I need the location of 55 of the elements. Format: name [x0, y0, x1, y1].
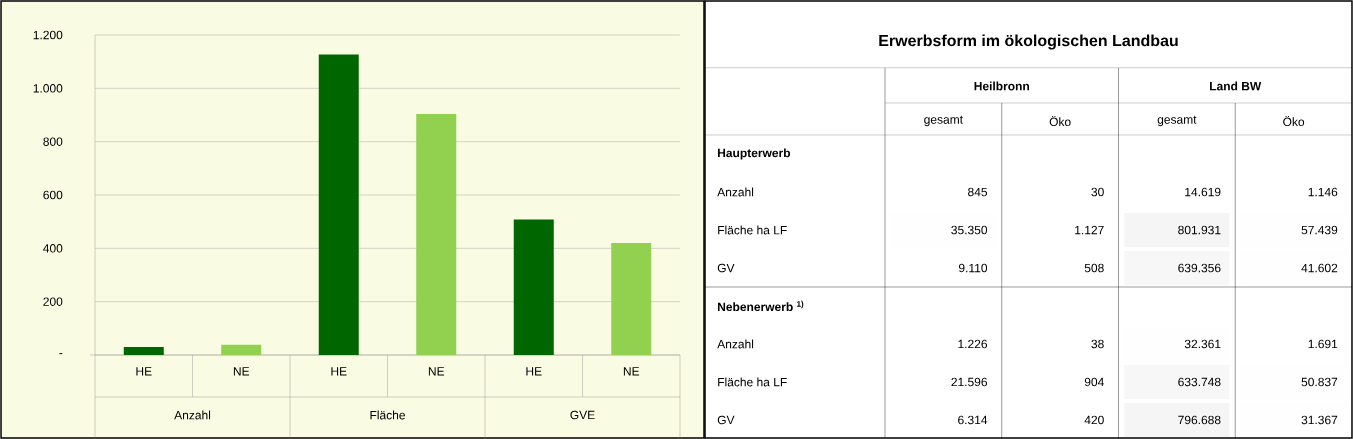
- data-label: 1.127: [1075, 225, 1104, 235]
- y-tick-label: 600: [43, 190, 63, 200]
- text: GVE: [570, 410, 595, 420]
- y-tick-label: Anzahl: [717, 339, 754, 349]
- data-label: 1.691: [1308, 339, 1338, 349]
- y-tick-label: 200: [43, 297, 63, 306]
- x-tick-label: gesamt: [1157, 115, 1197, 127]
- data-label: 508: [1084, 263, 1104, 273]
- y-tick-label: 1.200: [33, 30, 63, 40]
- text: Land BW: [1210, 81, 1262, 91]
- text: Heilbronn: [974, 81, 1030, 91]
- data-label: 32.361: [1184, 339, 1221, 349]
- data-label: 38: [1091, 339, 1104, 349]
- x-tick-label: NE: [428, 367, 445, 376]
- text: Fläche: [370, 410, 405, 420]
- data-label: 21.596: [951, 377, 988, 387]
- y-tick-label: GV: [717, 263, 735, 273]
- x-tick-label: HE: [331, 367, 347, 376]
- data-label: 14.619: [1185, 187, 1221, 197]
- y-tick-label: 800: [43, 137, 63, 146]
- y-tick-label: 1.000: [33, 84, 63, 93]
- y-tick-label: GV: [717, 415, 735, 425]
- y-tick-label: Fläche ha LF: [718, 377, 787, 387]
- data-label: 41.602: [1301, 263, 1338, 273]
- x-tick-label: HE: [136, 367, 152, 376]
- x-tick-label: HE: [526, 367, 542, 376]
- data-label: 1.146: [1308, 187, 1338, 197]
- y-tick-label: -: [59, 353, 63, 355]
- x-tick-label: NE: [623, 367, 640, 376]
- x-tick-label: gesamt: [924, 115, 963, 127]
- y-tick-label: Anzahl: [717, 187, 754, 197]
- data-label: 420: [1084, 415, 1104, 425]
- data-label: 31.367: [1301, 415, 1338, 425]
- y-tick-label: Fläche ha LF: [718, 225, 787, 235]
- data-label: 9.110: [958, 263, 988, 273]
- data-label: 633.748: [1178, 377, 1221, 387]
- x-tick-label: Öko: [1283, 115, 1305, 127]
- data-label: 30: [1091, 187, 1104, 197]
- chart-title: Erwerbsform im ökologischen Landbau: [879, 34, 1178, 50]
- x-tick-label: NE: [233, 367, 250, 376]
- data-label: 639.356: [1178, 263, 1221, 273]
- data-label: 50.837: [1301, 377, 1338, 387]
- data-label: 801.931: [1178, 225, 1221, 235]
- x-tick-label: Öko: [1049, 115, 1071, 127]
- y-tick-label: Haupterwerb: [718, 148, 791, 160]
- y-tick-label: Nebenerwerb $^{1)}$: [718, 300, 804, 312]
- data-label: 796.688: [1178, 415, 1221, 425]
- data-label: 57.439: [1301, 225, 1338, 235]
- data-label: 1.226: [958, 339, 988, 349]
- data-label: 6.314: [958, 415, 988, 425]
- data-label: 845: [968, 187, 988, 197]
- text: Anzahl: [174, 410, 211, 420]
- data-label: 904: [1084, 377, 1104, 387]
- data-label: 35.350: [951, 225, 988, 235]
- y-tick-label: 400: [43, 244, 63, 253]
